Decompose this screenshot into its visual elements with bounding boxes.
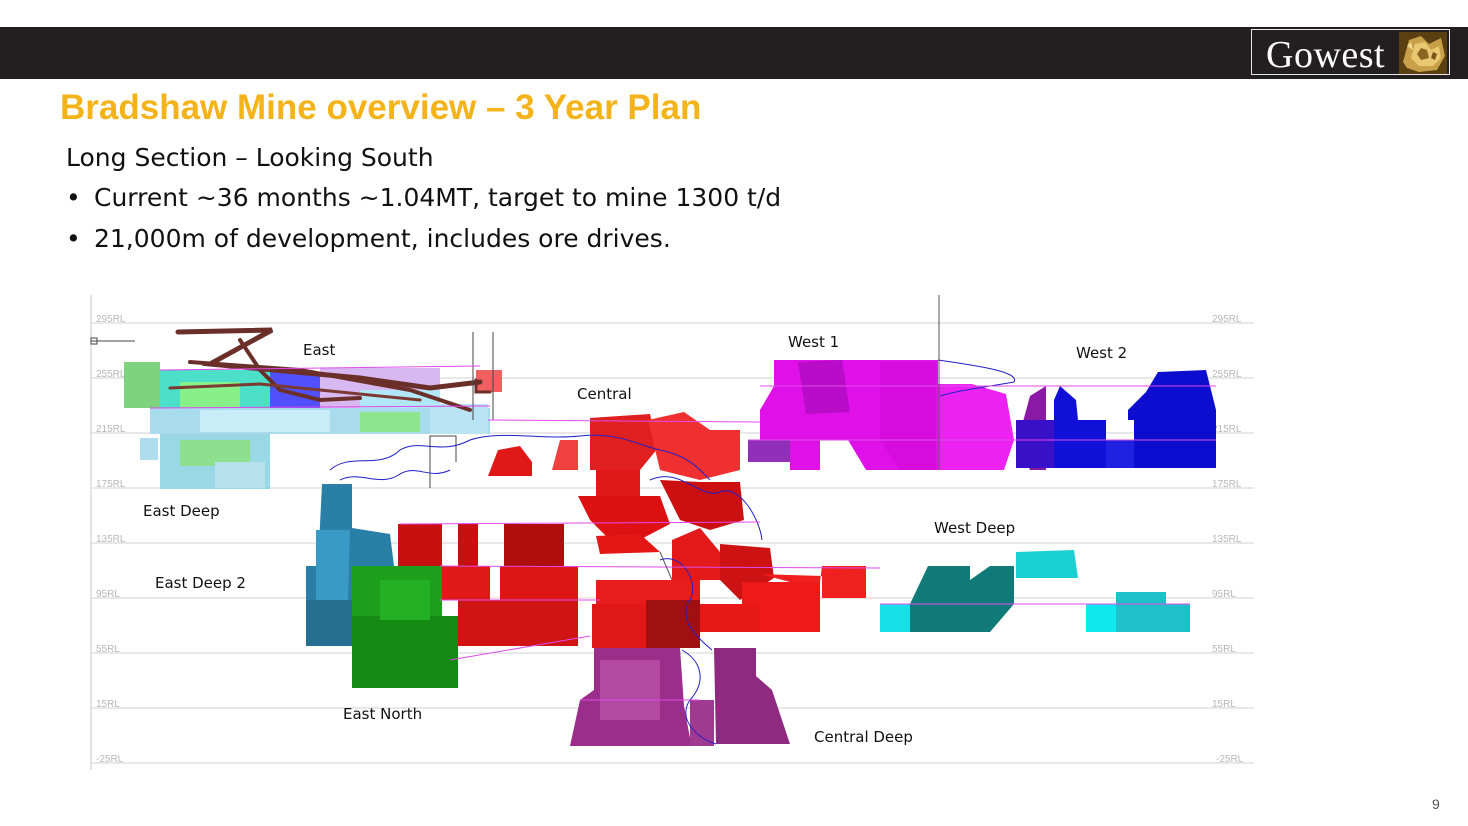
zone-label-east-deep-2: East Deep 2 (155, 574, 246, 592)
rl-label: 215RL (96, 424, 126, 435)
west-deep-stopes (880, 550, 1190, 632)
rl-label: 295RL (1212, 314, 1242, 325)
zone-label-central: Central (577, 385, 632, 403)
header-bar (0, 27, 1468, 79)
central-stopes (398, 412, 866, 648)
east-outlines (90, 332, 494, 488)
bullet-dot-icon: • (66, 224, 81, 253)
bullet-item: • Current ~36 months ~1.04MT, target to m… (66, 183, 781, 224)
zone-label-east-deep: East Deep (143, 502, 220, 520)
west-2-stopes (1016, 370, 1216, 468)
west-1-stopes (748, 360, 1046, 470)
rl-label: -25RL (96, 754, 124, 765)
bullet-text: Current ~36 months ~1.04MT, target to mi… (94, 183, 782, 212)
rl-label: 15RL (96, 699, 120, 710)
east-stopes (124, 362, 502, 489)
rl-label: 215RL (1212, 424, 1242, 435)
rl-label: 175RL (1212, 479, 1242, 490)
rl-labels-left: 295RL 255RL 215RL 175RL 135RL 95RL 55RL … (96, 314, 126, 765)
rl-label: 135RL (1212, 534, 1242, 545)
rl-label: 55RL (96, 644, 120, 655)
logo-text: Gowest (1266, 34, 1386, 76)
zone-label-east-north: East North (343, 705, 422, 723)
gowest-logo: Gowest (1249, 27, 1454, 79)
gold-nugget-icon (1399, 32, 1447, 74)
rl-label: 15RL (1212, 699, 1236, 710)
rl-label: 95RL (1212, 589, 1236, 600)
rl-label: 135RL (96, 534, 126, 545)
east-deep-2-stopes (352, 566, 458, 688)
slide-title: Bradshaw Mine overview – 3 Year Plan (60, 88, 702, 127)
level-drives (149, 365, 1216, 701)
east-development-drives (168, 327, 492, 412)
zone-label-west-1: West 1 (788, 333, 839, 351)
rl-label: -25RL (1216, 754, 1244, 765)
reference-lines (659, 295, 940, 581)
bullet-item: • 21,000m of development, includes ore dr… (66, 224, 781, 265)
rl-label: 55RL (1212, 644, 1236, 655)
rl-label: 95RL (96, 589, 120, 600)
zone-labels: East Central West 1 West 2 East Deep Wes… (143, 333, 1127, 746)
rl-label: 295RL (96, 314, 126, 325)
east-deep-stopes (306, 484, 394, 646)
bullet-text: 21,000m of development, includes ore dri… (94, 224, 671, 253)
page-number: 9 (1432, 796, 1440, 812)
logo-frame: Gowest (1251, 29, 1450, 76)
bullet-list: • Current ~36 months ~1.04MT, target to m… (66, 183, 781, 265)
rl-label: 255RL (96, 369, 126, 380)
rl-label: 175RL (96, 479, 126, 490)
rl-label: 255RL (1212, 369, 1242, 380)
zone-label-central-deep: Central Deep (814, 728, 913, 746)
zone-label-west-deep: West Deep (934, 519, 1015, 537)
central-deep-stopes (570, 648, 790, 746)
zone-label-west-2: West 2 (1076, 344, 1127, 362)
zone-label-east: East (303, 341, 335, 359)
slide-subtitle: Long Section – Looking South (66, 143, 434, 172)
bullet-dot-icon: • (66, 183, 81, 212)
rl-labels-right: 295RL 255RL 215RL 175RL 135RL 95RL 55RL … (1212, 314, 1244, 765)
